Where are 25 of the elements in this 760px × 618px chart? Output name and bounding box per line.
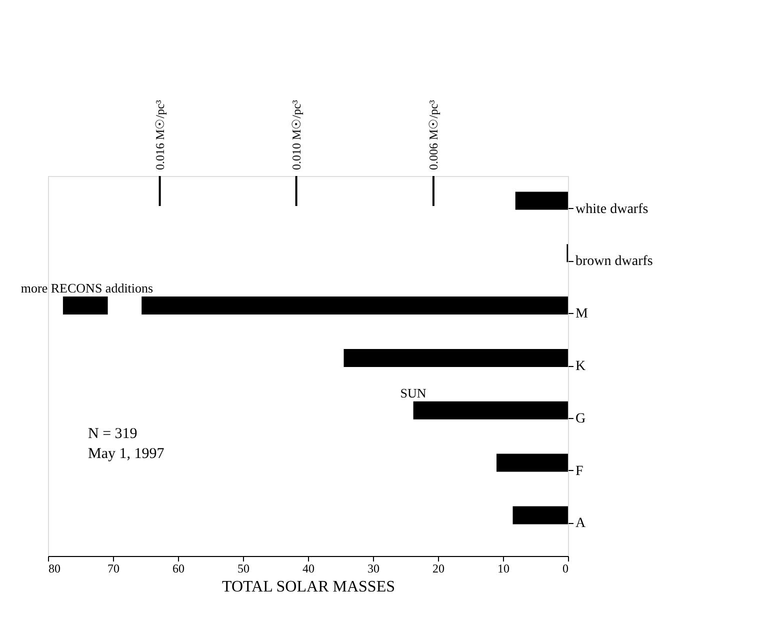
y-tick-label: F	[576, 464, 584, 479]
x-tick-label: 60	[172, 562, 184, 576]
ref-line-label: 0.016 M☉/pc³	[152, 100, 167, 170]
annotation: May 1, 1997	[88, 446, 165, 462]
x-tick-label: 50	[238, 562, 250, 576]
y-tick-label: K	[576, 359, 586, 374]
x-tick-label: 0	[562, 562, 568, 576]
x-tick-label: 80	[48, 562, 60, 576]
x-tick-label: 20	[432, 562, 444, 576]
x-tick-label: 30	[368, 562, 380, 576]
x-tick-label: 10	[498, 562, 510, 576]
ref-line-label: 0.006 M☉/pc³	[426, 100, 440, 170]
annotation: more RECONS additions	[20, 280, 154, 296]
annotation: SUN	[400, 385, 427, 400]
y-tick-label: G	[576, 411, 586, 426]
y-tick-label: A	[576, 516, 586, 532]
y-tick-label: white dwarfs	[576, 202, 648, 217]
bar	[62, 296, 108, 315]
y-tick-label: M	[576, 306, 588, 322]
ref-line-label: 0.010 M☉/pc³	[289, 100, 304, 170]
x-tick-label: 70	[108, 562, 120, 576]
y-tick-label: brown dwarfs	[576, 254, 653, 270]
annotation: N = 319	[88, 426, 138, 442]
x-tick-label: 40	[302, 562, 314, 576]
x-axis-title: TOTAL SOLAR MASSES	[222, 578, 395, 596]
